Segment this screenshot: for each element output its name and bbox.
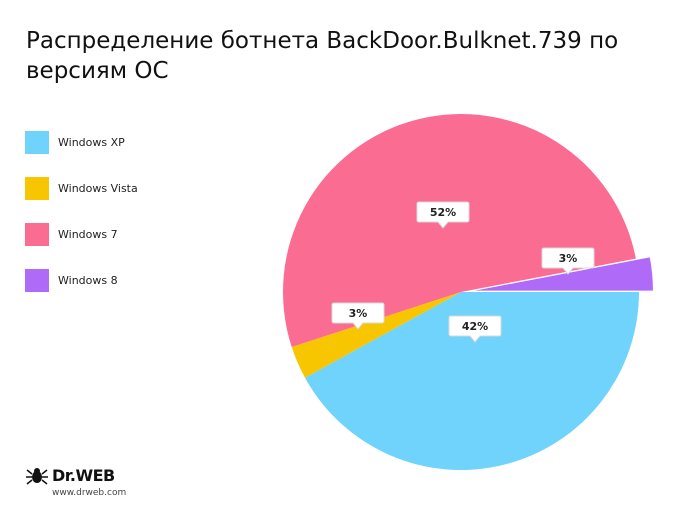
svg-text:52%: 52%	[430, 206, 456, 219]
drweb-logo: Dr.WEB www.drweb.com	[26, 466, 126, 498]
legend-swatch-windows-8	[25, 269, 49, 292]
svg-text:42%: 42%	[462, 320, 488, 333]
svg-text:3%: 3%	[559, 252, 578, 265]
legend-label-windows-xp: Windows XP	[58, 136, 125, 149]
legend-item-windows-xp: Windows XP	[25, 131, 138, 154]
data-label-windows-7: 52%	[416, 201, 470, 229]
logo-url: www.drweb.com	[52, 488, 127, 498]
legend-swatch-windows-xp	[25, 131, 49, 154]
data-label-windows-vista: 3%	[331, 302, 385, 330]
data-label-windows-xp: 42%	[448, 315, 502, 343]
legend-item-windows-8: Windows 8	[25, 269, 138, 292]
pie-slice-windows-xp	[305, 292, 639, 470]
spider-logo-icon	[26, 467, 48, 485]
legend-label-windows-7: Windows 7	[58, 228, 118, 241]
legend-item-windows-vista: Windows Vista	[25, 177, 138, 200]
svg-text:3%: 3%	[349, 307, 368, 320]
legend-label-windows-8: Windows 8	[58, 274, 118, 287]
legend-label-windows-vista: Windows Vista	[58, 182, 138, 195]
legend-swatch-windows-7	[25, 223, 49, 246]
pie-slice-windows-vista	[291, 292, 461, 378]
pie-slice-windows-7	[282, 113, 636, 348]
chart-title: Распределение ботнета BackDoor.Bulknet.7…	[26, 28, 619, 84]
logo-brand: Dr.WEB	[52, 466, 115, 485]
legend-item-windows-7: Windows 7	[25, 223, 138, 246]
data-label-windows-8: 3%	[541, 247, 595, 275]
pie-slice-windows-8	[474, 257, 653, 291]
legend-swatch-windows-vista	[25, 177, 49, 200]
legend: Windows XP Windows Vista Windows 7 Windo…	[25, 131, 138, 315]
